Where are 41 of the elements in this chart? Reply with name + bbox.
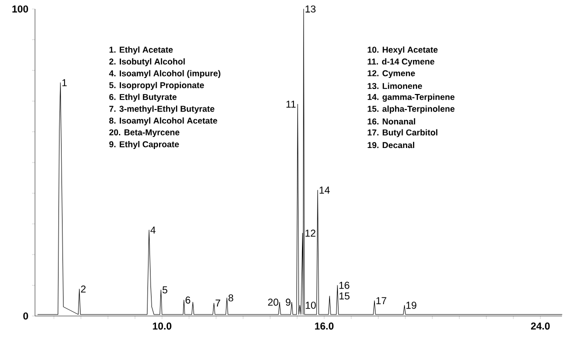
annotation: 14: [320, 186, 330, 194]
annotation: 16. Nonanal: [368, 118, 416, 124]
annotation: 15. alpha-Terpinolene: [368, 106, 454, 114]
x-tick-label: 16.0: [315, 322, 334, 330]
annotation: 1. Ethyl Acetate: [110, 46, 173, 54]
annotation: 13. Limonene: [368, 82, 422, 90]
annotation: 20. Beta-Myrcene: [109, 129, 180, 138]
annotation: 6. Ethyl Butyrate: [109, 94, 177, 102]
annotation: 5. Isopropyl Propionate: [109, 82, 204, 90]
annotation: 8: [228, 294, 234, 302]
annotation: 4. Isoamyl Alcohol (impure): [109, 70, 220, 78]
x-tick-label: 10.0: [152, 322, 172, 330]
annotation: 15: [340, 292, 350, 300]
annotation: 9: [286, 298, 290, 306]
annotation: 2. Isobutyl Alcohol: [109, 58, 185, 66]
annotation: 17. Butyl Carbitol: [368, 129, 438, 138]
annotation: 13: [306, 5, 316, 13]
y-tick-label: 0: [23, 312, 28, 320]
annotation: 10: [306, 302, 316, 309]
annotation: 10. Hexyl Acetate: [368, 46, 438, 54]
annotation: 19: [406, 302, 416, 309]
annotation: 11. d-14 Cymene: [368, 58, 434, 66]
annotation: 2: [81, 285, 86, 292]
annotation: 19. Decanal: [368, 142, 414, 148]
annotation: 5: [162, 286, 168, 294]
annotation: 7: [216, 300, 220, 307]
annotation: 16: [339, 282, 350, 289]
annotation: 6: [186, 296, 190, 304]
y-tick-label: 100: [12, 5, 28, 13]
annotation: 11: [286, 100, 296, 108]
annotation: 12. Cymene: [368, 70, 415, 78]
annotation: 12: [306, 230, 316, 237]
annotation: 9. Ethyl Caproate: [109, 141, 179, 149]
annotation: 17: [376, 297, 386, 304]
annotation: 20: [268, 298, 278, 306]
annotation: 4: [150, 226, 156, 234]
annotation: 8. Isoamyl Alcohol Acetate: [109, 117, 218, 126]
annotation: 7. 3-methyl-Ethyl Butyrate: [109, 106, 214, 114]
x-tick-label: 24.0: [531, 322, 550, 330]
annotation: 1: [62, 79, 67, 86]
annotation: 14. gamma-Terpinene: [368, 94, 454, 102]
